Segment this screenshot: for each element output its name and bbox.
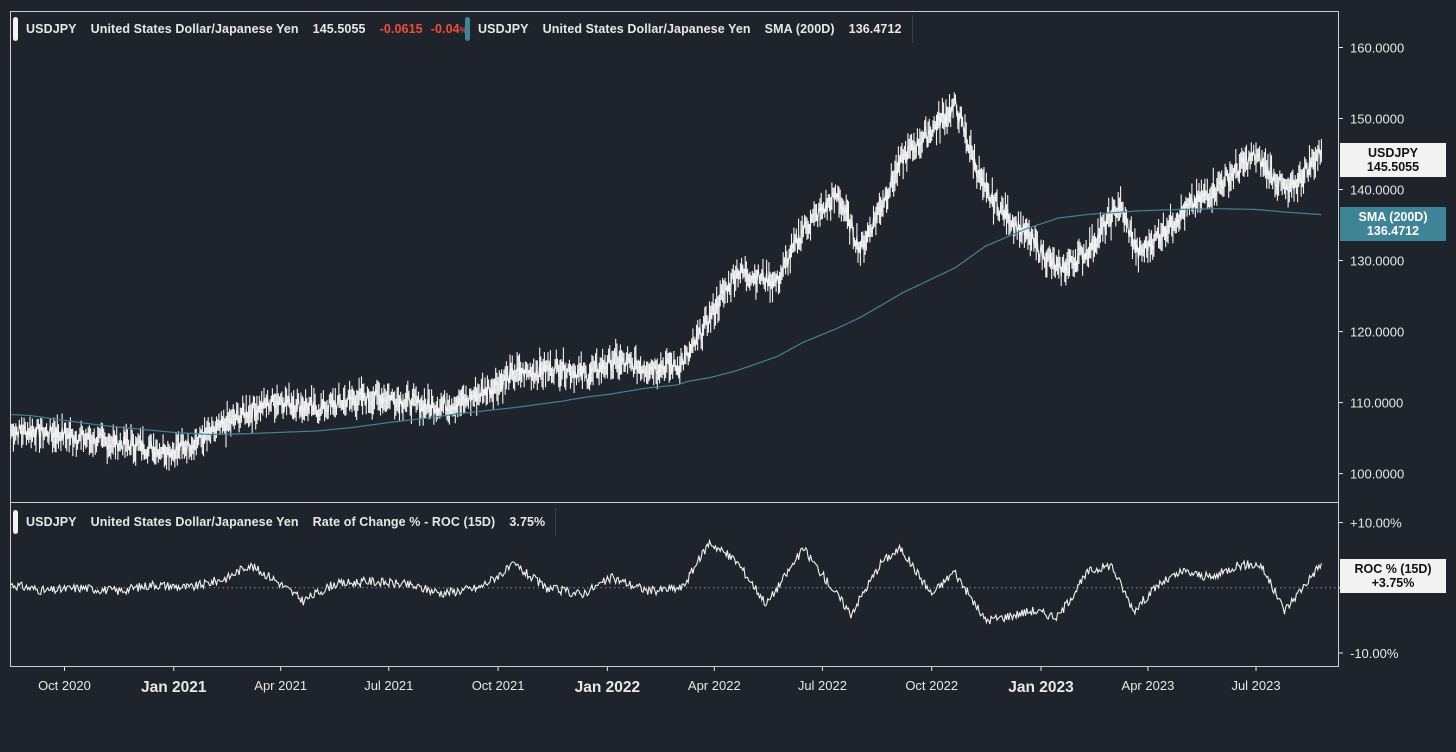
price-y-tick-label: 100.0000: [1350, 467, 1404, 482]
price-legend-change-pct: -0.04%: [430, 22, 467, 36]
x-tick-label: Apr 2023: [1122, 678, 1175, 693]
price-tag-label: USDJPY: [1367, 146, 1419, 160]
x-tick-label: Jan 2022: [575, 679, 641, 696]
roc-legend-name: United States Dollar/Japanese Yen: [90, 515, 299, 529]
roc-series-line: [10, 538, 1322, 625]
roc-color-chip: [13, 510, 18, 534]
price-y-tick-label: 120.0000: [1350, 325, 1404, 340]
x-tick-label: Jul 2021: [364, 678, 413, 693]
roc-legend-value: 3.75%: [509, 515, 546, 529]
x-tick-label: Oct 2020: [38, 678, 91, 693]
roc-tag-label: ROC % (15D): [1354, 562, 1432, 576]
price-series-line: [10, 98, 1322, 459]
sma-color-chip: [465, 17, 470, 41]
price-y-tick-label: 160.0000: [1350, 41, 1404, 56]
x-tick-label: Jan 2023: [1008, 679, 1074, 696]
price-legend-last: 145.5055: [312, 22, 366, 36]
time-x-axis: Oct 2020 Jan 2021 Apr 2021 Jul 2021 Oct 2021…: [38, 667, 1281, 696]
price-color-chip: [13, 17, 18, 41]
roc-y-tick-label: +10.00%: [1350, 516, 1402, 531]
price-value-tag: USDJPY 145.5055: [1340, 143, 1446, 177]
sma-legend-name: United States Dollar/Japanese Yen: [542, 22, 751, 36]
roc-y-tick-label: -10.00%: [1350, 646, 1399, 661]
price-tag-value: 145.5055: [1366, 160, 1420, 174]
roc-legend-symbol: USDJPY: [26, 515, 77, 529]
price-legend-symbol: USDJPY: [26, 22, 77, 36]
sma-value-tag: SMA (200D) 136.4712: [1340, 207, 1446, 241]
price-legend-change: -0.0615: [379, 22, 423, 36]
sma-tag-label: SMA (200D): [1358, 210, 1428, 224]
roc-legend[interactable]: USDJPY United States Dollar/Japanese Yen…: [13, 508, 557, 536]
sma-legend[interactable]: USDJPY United States Dollar/Japanese Yen…: [465, 15, 913, 43]
price-legend[interactable]: USDJPY United States Dollar/Japanese Yen…: [13, 15, 478, 43]
price-y-tick-label: 140.0000: [1350, 183, 1404, 198]
sma-legend-symbol: USDJPY: [478, 22, 529, 36]
price-y-tick-label: 150.0000: [1350, 112, 1404, 127]
price-y-tick-label: 110.0000: [1350, 396, 1403, 411]
price-y-tick-label: 130.0000: [1350, 254, 1404, 269]
sma-legend-value: 136.4712: [848, 22, 902, 36]
x-tick-label: Apr 2021: [254, 678, 307, 693]
roc-legend-study: Rate of Change % - ROC (15D): [312, 515, 496, 529]
roc-tag-value: +3.75%: [1371, 576, 1415, 590]
price-y-axis: 100.0000 110.0000 120.0000 130.0000 140.0000…: [1339, 41, 1404, 482]
sma-legend-study: SMA (200D): [764, 22, 835, 36]
sma-tag-value: 136.4712: [1366, 224, 1420, 238]
price-series-bars: [10, 92, 1322, 471]
sma-series-line: [11, 208, 1322, 436]
x-tick-label: Apr 2022: [688, 678, 741, 693]
price-legend-name: United States Dollar/Japanese Yen: [90, 22, 299, 36]
x-tick-label: Jul 2023: [1231, 678, 1280, 693]
x-tick-label: Jan 2021: [141, 679, 207, 696]
roc-panel[interactable]: [10, 502, 1339, 667]
x-tick-label: Oct 2021: [472, 678, 525, 693]
roc-value-tag: ROC % (15D) +3.75%: [1340, 559, 1446, 593]
x-tick-label: Oct 2022: [905, 678, 958, 693]
x-tick-label: Jul 2022: [798, 678, 847, 693]
